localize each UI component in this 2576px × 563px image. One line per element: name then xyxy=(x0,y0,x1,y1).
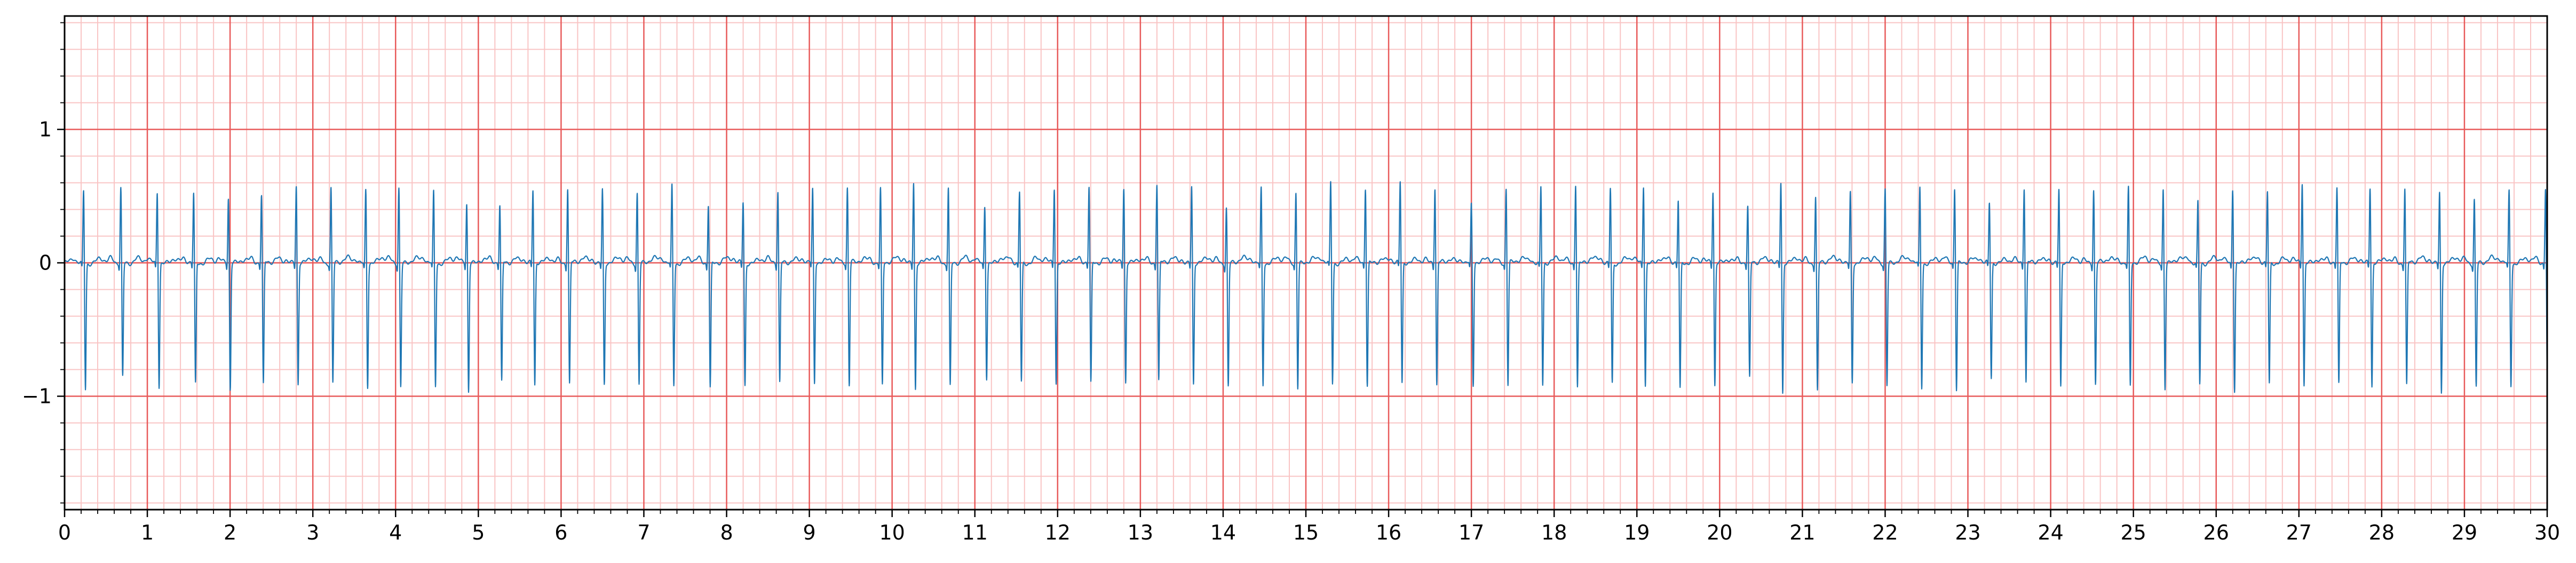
x-tick-label: 1 xyxy=(141,521,154,544)
x-tick-label: 19 xyxy=(1624,521,1650,544)
x-tick-label: 16 xyxy=(1376,521,1401,544)
x-tick-label: 9 xyxy=(803,521,816,544)
x-tick-label: 30 xyxy=(2534,521,2560,544)
ecg-series-line xyxy=(64,181,2548,394)
y-tick-label: −1 xyxy=(22,385,52,408)
x-tick-label: 13 xyxy=(1128,521,1153,544)
axis-ticks xyxy=(57,22,2548,517)
x-tick-label: 0 xyxy=(58,521,71,544)
x-tick-label: 24 xyxy=(2038,521,2063,544)
major-grid xyxy=(65,16,2547,510)
x-tick-label: 23 xyxy=(1955,521,1980,544)
x-tick-label: 12 xyxy=(1045,521,1071,544)
x-tick-label: 17 xyxy=(1459,521,1484,544)
x-tick-label: 4 xyxy=(389,521,402,544)
x-tick-label: 27 xyxy=(2286,521,2312,544)
x-tick-label: 29 xyxy=(2452,521,2477,544)
x-tick-label: 7 xyxy=(637,521,650,544)
x-tick-label: 28 xyxy=(2369,521,2395,544)
x-tick-label: 6 xyxy=(554,521,567,544)
x-tick-label: 25 xyxy=(2120,521,2146,544)
x-tick-label: 10 xyxy=(879,521,905,544)
y-tick-label: 0 xyxy=(39,251,52,275)
x-tick-label: 5 xyxy=(472,521,485,544)
x-tick-label: 8 xyxy=(720,521,733,544)
x-tick-label: 3 xyxy=(306,521,319,544)
y-tick-label: 1 xyxy=(39,118,52,141)
x-tick-label: 11 xyxy=(962,521,988,544)
x-tick-label: 21 xyxy=(1789,521,1815,544)
x-tick-label: 14 xyxy=(1210,521,1236,544)
x-tick-label: 22 xyxy=(1872,521,1898,544)
x-tick-label: 26 xyxy=(2204,521,2229,544)
x-tick-label: 18 xyxy=(1541,521,1567,544)
y-tick-labels: −1 0 1 xyxy=(22,118,52,408)
x-tick-labels: 0 1 2 3 4 5 6 7 8 9 10 11 12 13 14 15 16 17 18 19 20 21 22 23 24… xyxy=(58,521,2560,544)
x-tick-label: 15 xyxy=(1293,521,1319,544)
x-tick-label: 20 xyxy=(1707,521,1732,544)
x-tick-label: 2 xyxy=(224,521,236,544)
ecg-trace xyxy=(64,181,2548,394)
